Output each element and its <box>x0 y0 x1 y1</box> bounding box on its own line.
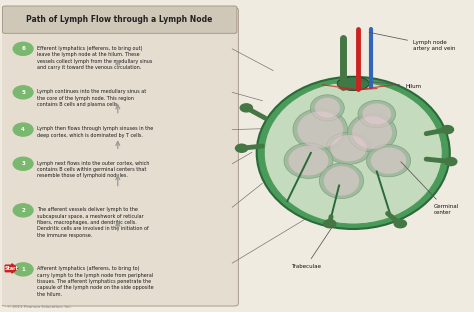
Ellipse shape <box>326 132 371 164</box>
Text: Path of Lymph Flow through a Lymph Node: Path of Lymph Flow through a Lymph Node <box>27 15 213 24</box>
Text: 3: 3 <box>21 161 25 166</box>
Circle shape <box>13 157 33 170</box>
Text: Lymph node
artery and vein: Lymph node artery and vein <box>369 32 456 51</box>
Circle shape <box>240 104 253 112</box>
Text: © 2011 Pearson Education, Inc.: © 2011 Pearson Education, Inc. <box>7 305 72 309</box>
Circle shape <box>445 158 457 166</box>
Ellipse shape <box>337 77 369 90</box>
Circle shape <box>236 144 248 152</box>
Ellipse shape <box>366 144 410 177</box>
Ellipse shape <box>293 109 347 151</box>
Ellipse shape <box>297 111 343 148</box>
Ellipse shape <box>324 166 359 196</box>
Circle shape <box>324 220 336 228</box>
Text: Lymph continues into the medullary sinus at
the core of the lymph node. This reg: Lymph continues into the medullary sinus… <box>37 89 146 107</box>
Text: Start: Start <box>4 266 18 271</box>
Text: 1: 1 <box>21 267 25 272</box>
Ellipse shape <box>371 147 406 174</box>
Text: 2: 2 <box>21 208 25 213</box>
Text: 6: 6 <box>21 46 25 51</box>
Ellipse shape <box>264 82 442 224</box>
Ellipse shape <box>257 77 450 229</box>
Ellipse shape <box>319 163 364 198</box>
Ellipse shape <box>362 103 392 125</box>
Ellipse shape <box>288 146 329 176</box>
Text: 5: 5 <box>21 90 25 95</box>
Text: Trabeculae: Trabeculae <box>291 226 333 269</box>
Circle shape <box>13 42 33 55</box>
Circle shape <box>441 125 454 134</box>
Ellipse shape <box>358 100 396 128</box>
Circle shape <box>13 263 33 276</box>
Ellipse shape <box>315 98 340 118</box>
Text: Afferent lymphatics (afferens, to bring to)
carry lymph to the lymph node from p: Afferent lymphatics (afferens, to bring … <box>37 266 154 297</box>
Text: Efferent lymphatics (efferens, to bring out)
leave the lymph node at the hilum. : Efferent lymphatics (efferens, to bring … <box>37 46 152 70</box>
Text: Lymph next flows into the outer cortex, which
contains B cells within germinal c: Lymph next flows into the outer cortex, … <box>37 161 149 178</box>
Circle shape <box>13 123 33 136</box>
Circle shape <box>394 220 406 228</box>
Ellipse shape <box>330 135 367 162</box>
Text: 4: 4 <box>21 127 25 132</box>
Circle shape <box>13 204 33 217</box>
FancyBboxPatch shape <box>2 6 237 33</box>
Text: The afferent vessels deliver lymph to the
subcapsular space, a meshwork of retic: The afferent vessels deliver lymph to th… <box>37 207 148 238</box>
Text: Germinal
center: Germinal center <box>401 162 458 215</box>
FancyBboxPatch shape <box>1 7 238 306</box>
Circle shape <box>13 86 33 99</box>
Text: Hilum: Hilum <box>362 81 421 89</box>
Ellipse shape <box>352 116 392 149</box>
Ellipse shape <box>310 95 344 121</box>
FancyArrow shape <box>5 264 18 273</box>
Text: Lymph then flows through lymph sinuses in the
deep cortex, which is dominated by: Lymph then flows through lymph sinuses i… <box>37 126 153 138</box>
Ellipse shape <box>284 143 333 178</box>
Ellipse shape <box>347 114 397 152</box>
